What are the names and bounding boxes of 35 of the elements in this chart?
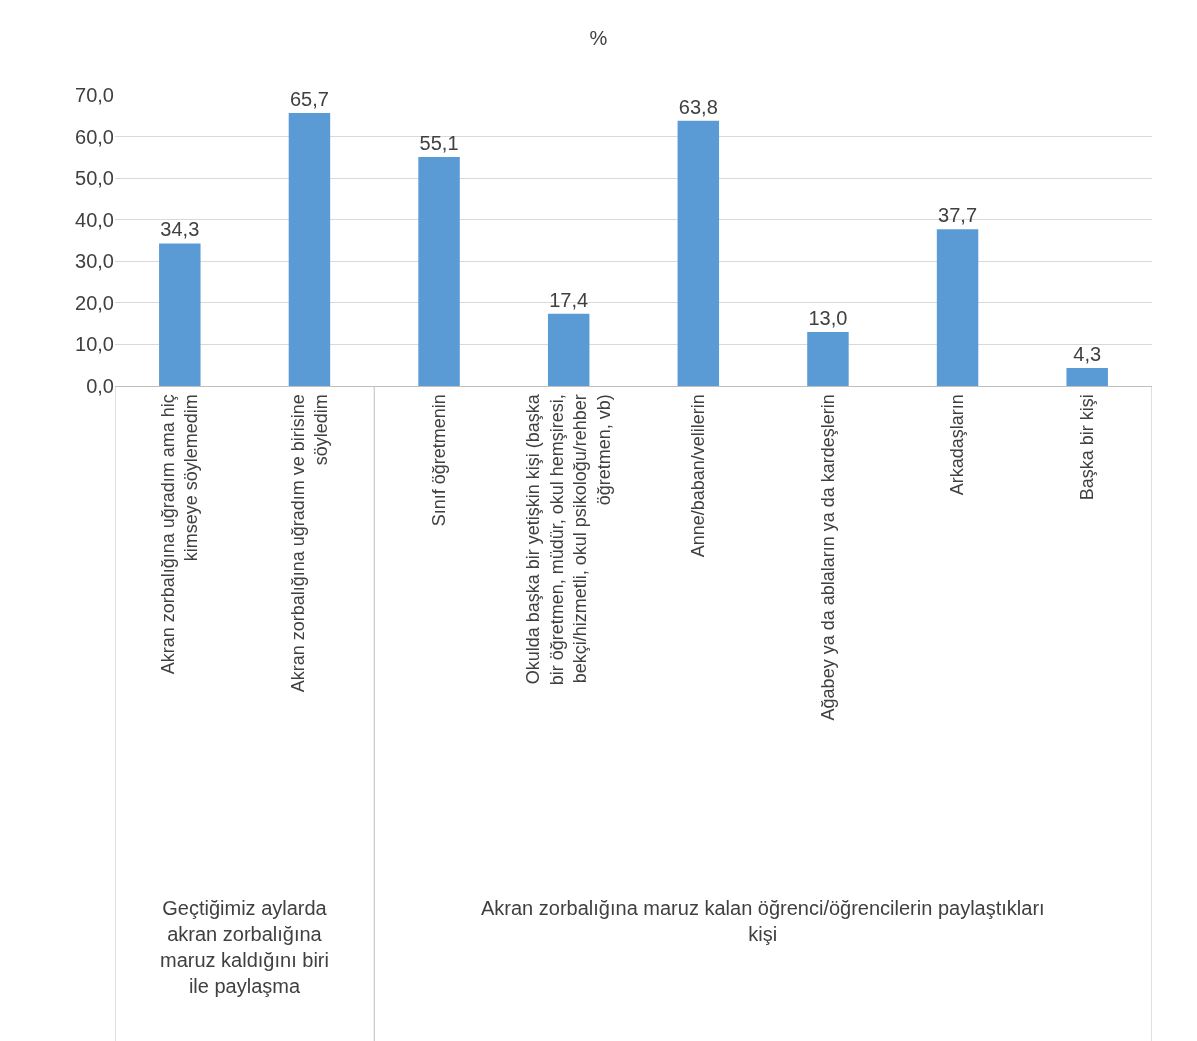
y-tick-label: 0,0 <box>86 375 114 397</box>
x-tick-label: Başka bir kişi <box>1077 394 1098 501</box>
data-label: 34,3 <box>160 218 200 241</box>
bar <box>677 120 720 386</box>
y-tick-label: 60,0 <box>75 125 114 148</box>
x-tick-label: Akran zorbalığına uğradım ve birisine söyledim <box>287 394 331 693</box>
data-label: 17,4 <box>549 288 589 311</box>
bar <box>547 313 590 386</box>
data-label: 63,8 <box>678 95 718 118</box>
text: Geçtiğimiz aylarda akran zorbalığına maruz kaldığını biri ile paylaşma <box>160 897 329 997</box>
data-label: 13,0 <box>808 306 848 329</box>
y-tick-label: 50,0 <box>75 167 114 190</box>
x-tick-label: Sınıf öğretmenin <box>428 394 449 527</box>
data-label: 65,7 <box>289 87 329 110</box>
y-tick-label: 40,0 <box>75 208 114 231</box>
bar <box>936 229 979 386</box>
data-label: 55,1 <box>419 131 459 154</box>
x-tick-label: Anne/baban/velilerin <box>688 394 709 558</box>
x-tick-label: Arkadaşların <box>947 394 968 496</box>
bar <box>418 156 460 386</box>
x-tick-label: Akran zorbalığına uğradım ama hiç kimseye söylemedim <box>157 394 202 675</box>
bar <box>1066 368 1108 386</box>
bar <box>159 243 201 386</box>
y-tick-label: 20,0 <box>75 291 114 314</box>
text: Akran zorbalığına maruz kalan öğrenci/öğrencilerin paylaştıkları kişi <box>481 897 1045 945</box>
x-tick-label: Okulda başka bir yetişkin kişi (başka bir öğretmen, müdür, okul hemşiresi, bekçi/hizmetli, okul psikoloğu/rehber öğretmen, vb) <box>523 393 614 686</box>
y-tick-label: 70,0 <box>75 84 114 106</box>
x-tick-label: Ağabey ya da ablaların ya da kardeşlerin <box>817 394 838 721</box>
y-tick-label: 10,0 <box>75 333 114 356</box>
chart-title: % <box>589 27 608 50</box>
bar <box>288 112 331 386</box>
data-label: 37,7 <box>938 204 978 227</box>
y-tick-label: 30,0 <box>75 250 114 273</box>
bar <box>807 331 849 386</box>
data-label: 4,3 <box>1073 343 1102 366</box>
